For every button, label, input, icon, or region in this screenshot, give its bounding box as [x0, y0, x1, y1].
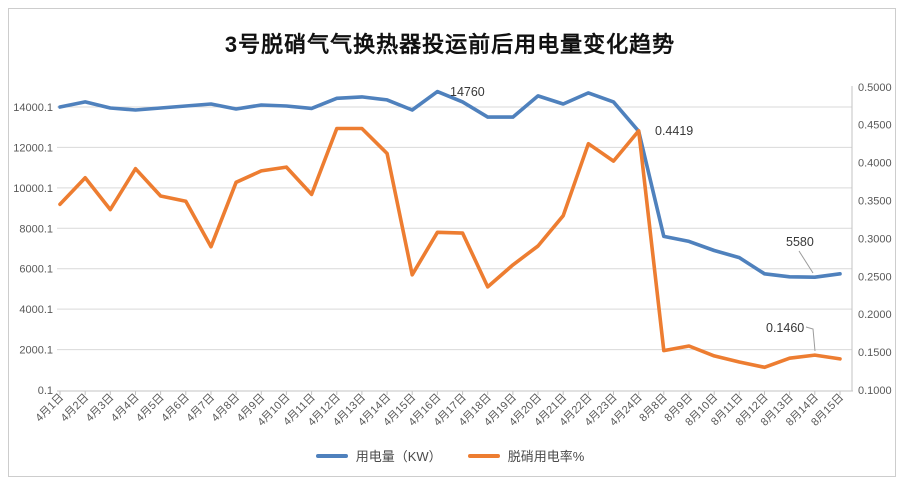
data-label-annotation: 14760: [450, 85, 485, 99]
series-line-rate: [58, 126, 842, 370]
rate-series-label: 脱硝用电率%: [507, 449, 585, 464]
right-axis-label: 0.1500: [858, 347, 892, 359]
series-line-electricity: [58, 89, 842, 280]
legend: 用电量（KW） 脱硝用电率%: [0, 446, 900, 465]
right-axis-label: 0.4000: [858, 158, 892, 170]
right-axis-label: 0.5000: [858, 82, 892, 94]
annotation-leader-line: [798, 250, 814, 274]
left-axis-label: 2000.1: [19, 345, 53, 357]
data-label-annotation: 5580: [786, 235, 814, 249]
legend-item-rate: 脱硝用电率%: [467, 446, 585, 465]
legend-item-electricity: 用电量（KW）: [315, 446, 442, 465]
left-axis-label: 10000.1: [13, 183, 53, 195]
chart-title: 3号脱硝气气换热器投运前后用电量变化趋势: [224, 32, 676, 57]
electricity-series-label: 用电量（KW）: [355, 449, 442, 464]
left-axis-label: 0.1: [38, 385, 53, 397]
right-axis-label: 0.1000: [858, 385, 892, 397]
rate-series-swatch: [467, 453, 500, 458]
right-axis-label: 0.3500: [858, 196, 892, 208]
electricity-series-swatch: [315, 453, 348, 458]
left-axis-label: 6000.1: [19, 264, 53, 276]
data-label-annotation: 0.4419: [655, 124, 693, 138]
right-axis-label: 0.3000: [858, 233, 892, 245]
left-axis-label: 8000.1: [19, 223, 53, 235]
left-axis-label: 14000.1: [13, 102, 53, 114]
right-axis-label: 0.2000: [858, 309, 892, 321]
right-axis-label: 0.2500: [858, 271, 892, 283]
right-axis-label: 0.4500: [858, 120, 892, 132]
left-axis-label: 4000.1: [19, 304, 53, 316]
data-label-annotation: 0.1460: [766, 321, 804, 335]
left-axis-label: 12000.1: [13, 142, 53, 154]
annotation-leader-line: [805, 326, 816, 352]
